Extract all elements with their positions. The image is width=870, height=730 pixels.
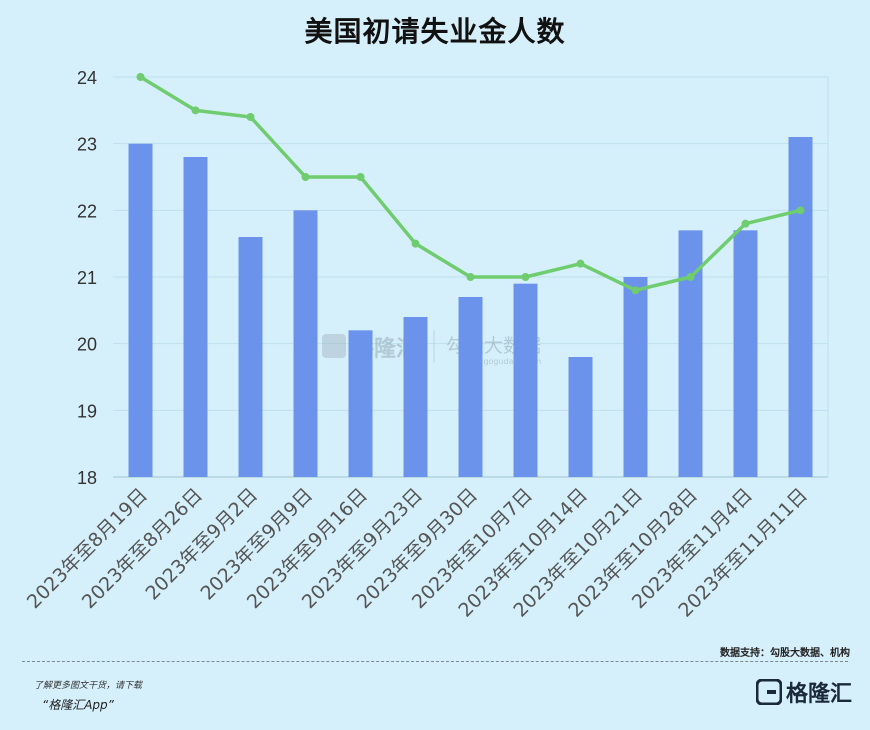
line-point [631, 286, 640, 295]
line-point [521, 273, 530, 281]
x-tick-labels: 2023年至8月19日2023年至8月26日2023年至9月2日2023年至9月… [23, 484, 812, 622]
line-point [136, 73, 145, 81]
chart-title: 美国初请失业金人数 [304, 15, 566, 48]
line-point [356, 173, 365, 181]
bar-series [128, 137, 813, 478]
bar [733, 230, 758, 477]
y-tick-label: 23 [77, 135, 97, 155]
data-source: 数据支持：勾股大数据、机构 [720, 648, 850, 659]
line-point [796, 206, 805, 215]
line-point [466, 273, 475, 281]
line-point [686, 273, 695, 281]
bar [238, 237, 263, 477]
bar [128, 143, 153, 477]
bar [513, 283, 538, 477]
line-point [191, 106, 200, 115]
y-tick-labels: 18 19 20 21 22 23 24 [77, 68, 97, 488]
line-point [411, 239, 420, 248]
line-series [136, 73, 805, 295]
promo-app-name: “格隆汇App” [42, 698, 114, 712]
bar [788, 137, 813, 477]
promo-text: 了解更多图文干货，请下载 [34, 681, 143, 691]
logo-icon [755, 679, 782, 705]
line-point [576, 259, 585, 268]
bar [403, 317, 428, 477]
bar [183, 157, 208, 477]
y-tick-label: 21 [77, 268, 97, 288]
footer-divider [22, 661, 848, 662]
bar [568, 357, 593, 477]
bar [458, 297, 483, 477]
bar [348, 330, 373, 477]
y-tick-label: 20 [77, 335, 97, 355]
watermark-url: www.gogudata.com [462, 357, 541, 366]
y-tick-label: 19 [77, 401, 97, 421]
y-tick-label: 18 [77, 468, 97, 488]
logo-text: 格隆汇 [785, 682, 852, 707]
brand-logo: 格隆汇 [755, 676, 852, 708]
y-tick-label: 24 [77, 68, 97, 88]
bar [623, 277, 648, 477]
y-tick-label: 22 [77, 201, 97, 221]
watermark-logo-icon [322, 334, 346, 358]
line-point [301, 173, 310, 181]
bar [293, 210, 318, 478]
line-point [246, 113, 255, 121]
line-point [741, 219, 750, 228]
